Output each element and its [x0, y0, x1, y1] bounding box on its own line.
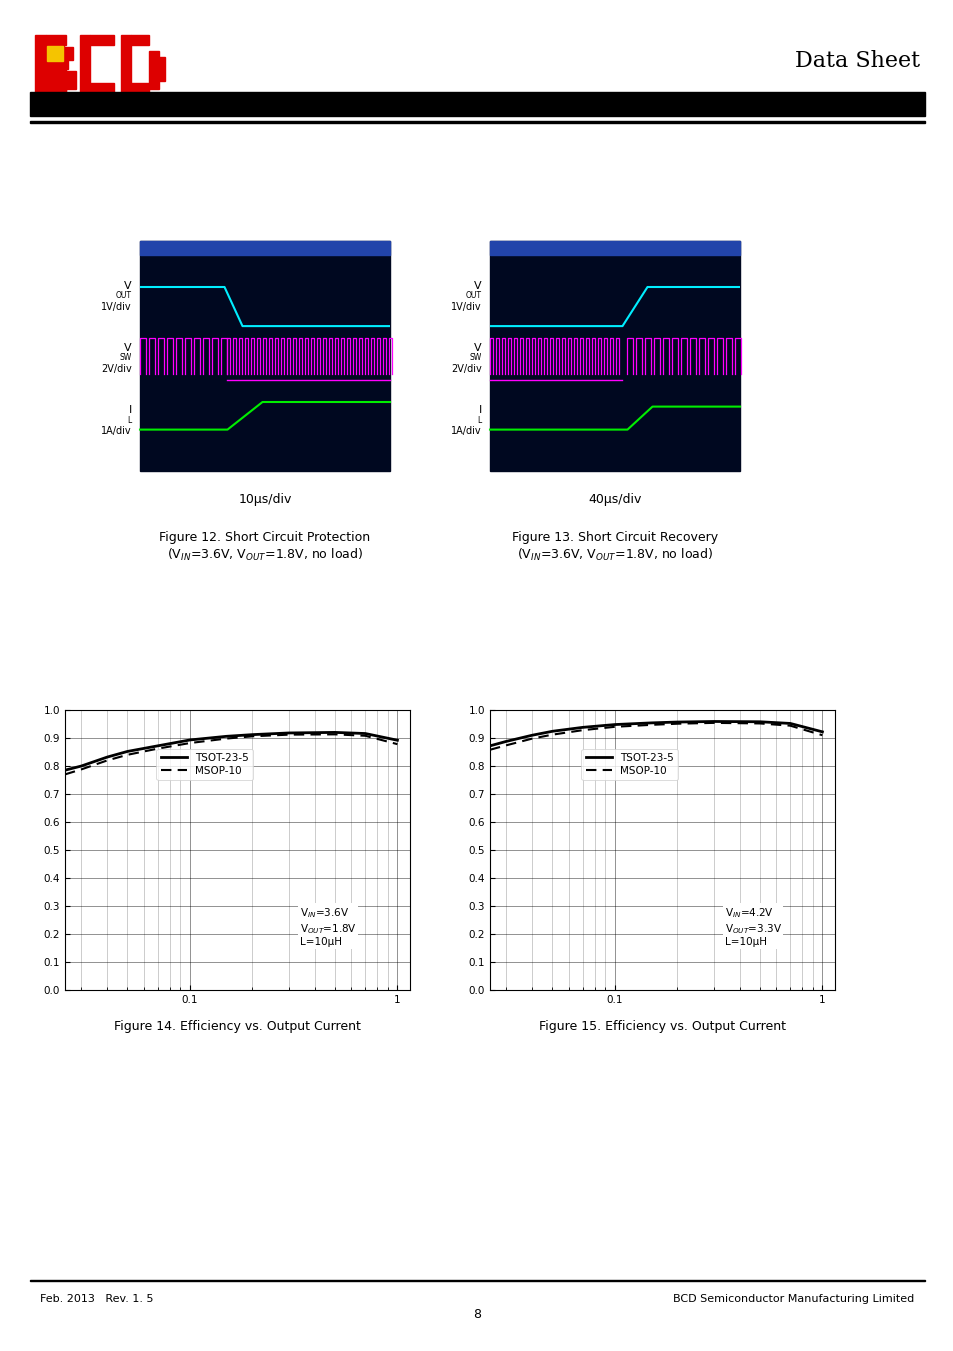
Text: Figure 12. Short Circuit Protection: Figure 12. Short Circuit Protection — [159, 531, 370, 544]
Text: OUT: OUT — [465, 292, 481, 300]
Bar — [80, 35, 90, 93]
Text: Feb. 2013   Rev. 1. 5: Feb. 2013 Rev. 1. 5 — [40, 1294, 153, 1304]
Bar — [90, 35, 113, 45]
Text: 1A/div: 1A/div — [451, 426, 481, 436]
Bar — [490, 240, 740, 471]
Text: V: V — [124, 281, 132, 290]
Bar — [159, 57, 165, 81]
Bar — [121, 35, 131, 93]
Bar — [90, 82, 113, 93]
Text: V$_{IN}$=3.6V
V$_{OUT}$=1.8V
L=10μH: V$_{IN}$=3.6V V$_{OUT}$=1.8V L=10μH — [299, 907, 356, 947]
Text: SW: SW — [120, 354, 132, 362]
Bar — [131, 35, 149, 45]
Text: V: V — [474, 281, 481, 290]
Text: 10μs/div: 10μs/div — [238, 493, 292, 507]
Text: OUT: OUT — [116, 292, 132, 300]
Text: 2V/div: 2V/div — [101, 363, 132, 374]
Bar — [140, 240, 390, 471]
Bar — [46, 69, 66, 91]
Text: V: V — [474, 343, 481, 353]
Text: L: L — [128, 416, 132, 424]
Text: 1A/div: 1A/div — [101, 426, 132, 436]
Bar — [140, 240, 390, 255]
Text: Data Sheet: Data Sheet — [794, 50, 919, 72]
Text: Figure 15. Efficiency vs. Output Current: Figure 15. Efficiency vs. Output Current — [538, 1020, 785, 1032]
Text: L: L — [477, 416, 481, 424]
Text: (V$_{IN}$=3.6V, V$_{OUT}$=1.8V, no load): (V$_{IN}$=3.6V, V$_{OUT}$=1.8V, no load) — [167, 547, 363, 563]
Bar — [46, 35, 66, 45]
Bar — [149, 51, 159, 89]
Text: V: V — [124, 343, 132, 353]
Bar — [47, 46, 63, 61]
Text: V$_{IN}$=4.2V
V$_{OUT}$=3.3V
L=10μH: V$_{IN}$=4.2V V$_{OUT}$=3.3V L=10μH — [724, 907, 781, 947]
Text: (V$_{IN}$=3.6V, V$_{OUT}$=1.8V, no load): (V$_{IN}$=3.6V, V$_{OUT}$=1.8V, no load) — [517, 547, 712, 563]
Text: I: I — [478, 405, 481, 415]
Text: Figure 14. Efficiency vs. Output Current: Figure 14. Efficiency vs. Output Current — [114, 1020, 360, 1032]
Text: 2V/div: 2V/div — [451, 363, 481, 374]
Text: Figure 13. Short Circuit Recovery: Figure 13. Short Circuit Recovery — [512, 531, 718, 544]
Legend: TSOT-23-5, MSOP-10: TSOT-23-5, MSOP-10 — [156, 748, 253, 781]
Bar — [46, 45, 64, 62]
Text: 40μs/div: 40μs/div — [588, 493, 641, 507]
Bar — [30, 122, 924, 123]
Legend: TSOT-23-5, MSOP-10: TSOT-23-5, MSOP-10 — [580, 748, 678, 781]
Bar — [35, 35, 46, 93]
Bar — [66, 72, 76, 89]
Text: SW: SW — [469, 354, 481, 362]
Bar — [131, 82, 149, 93]
Text: 1V/div: 1V/div — [101, 301, 132, 312]
Bar — [46, 84, 66, 93]
Text: I: I — [129, 405, 132, 415]
Bar — [64, 47, 73, 59]
Bar — [46, 59, 68, 69]
Text: 1V/div: 1V/div — [451, 301, 481, 312]
Text: BCD Semiconductor Manufacturing Limited: BCD Semiconductor Manufacturing Limited — [672, 1294, 913, 1304]
Bar — [30, 92, 924, 116]
Bar — [490, 240, 740, 255]
Text: 8: 8 — [473, 1308, 480, 1321]
